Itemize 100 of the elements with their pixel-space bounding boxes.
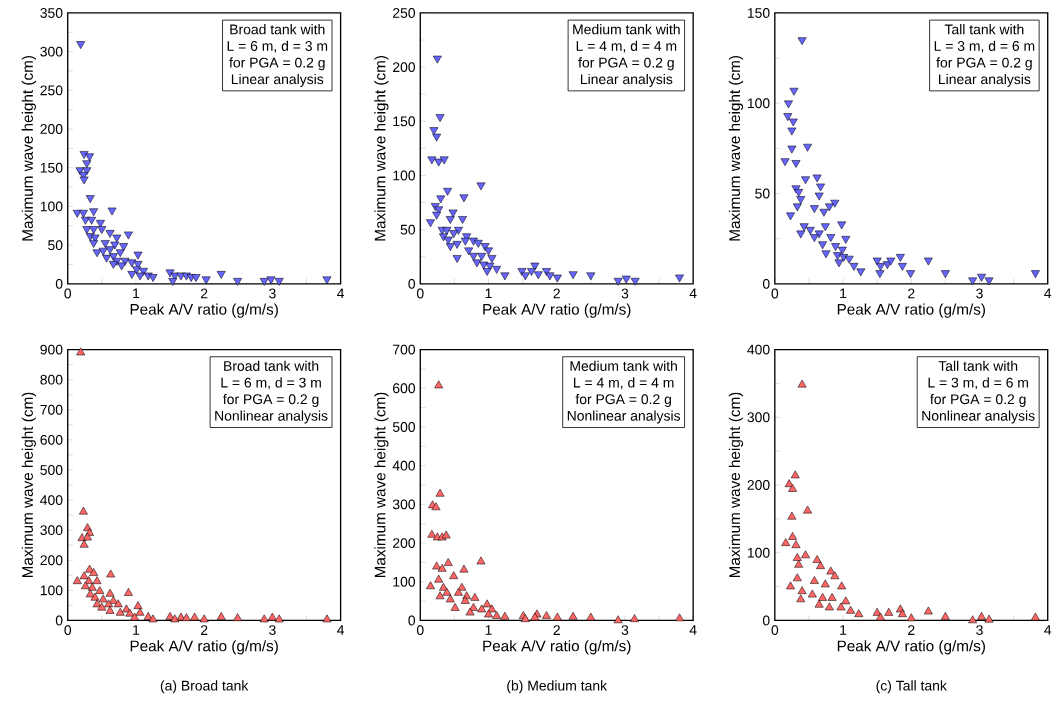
point <box>125 608 135 617</box>
point <box>459 564 469 573</box>
text: (a) Broad tank <box>160 680 249 694</box>
point <box>568 611 578 620</box>
point <box>784 100 793 109</box>
point <box>124 587 133 596</box>
point <box>426 219 435 228</box>
text: (b) Medium tank <box>507 680 608 694</box>
annotation: for PGA = 0.2 g <box>936 57 1032 71</box>
point <box>819 208 829 217</box>
point <box>520 272 530 281</box>
point <box>97 602 107 611</box>
point <box>1031 270 1040 278</box>
y-tick-label: 700 <box>393 344 416 355</box>
point <box>90 592 100 601</box>
point <box>527 268 536 276</box>
x-tick-label: 1 <box>485 625 492 635</box>
point <box>797 586 807 594</box>
point <box>431 502 441 511</box>
point <box>906 613 916 622</box>
point <box>872 257 882 266</box>
point <box>435 591 445 600</box>
point <box>448 209 458 218</box>
y-axis-title: Maximum wave height (cm) <box>728 392 744 578</box>
x-tick-label: 0 <box>416 625 424 635</box>
annotation: Broad tank with <box>230 24 325 35</box>
x-tick-label: 2 <box>908 288 915 299</box>
point <box>621 275 631 284</box>
x-tick-label: 4 <box>337 625 345 635</box>
point <box>789 87 799 96</box>
point <box>844 255 854 264</box>
x-axis-title: Peak A/V ratio (g/m/s) <box>130 640 278 655</box>
point <box>784 479 794 487</box>
y-tick-label: 500 <box>392 421 416 432</box>
x-tick-label: 0 <box>416 288 424 299</box>
point <box>568 271 578 280</box>
y-tick-label: 300 <box>40 46 63 57</box>
annotation: for PGA = 0.2 g <box>223 393 319 407</box>
point <box>530 262 540 271</box>
point <box>837 246 847 255</box>
point <box>482 599 492 608</box>
point <box>465 607 475 616</box>
point <box>484 609 493 618</box>
point <box>837 221 847 230</box>
y-tick-label: 50 <box>400 224 416 235</box>
point <box>182 613 191 621</box>
point <box>812 555 822 563</box>
point <box>439 156 449 165</box>
point <box>436 195 446 204</box>
point <box>781 538 791 546</box>
point <box>791 540 801 548</box>
x-tick-label: 1 <box>840 288 847 299</box>
point <box>492 265 502 274</box>
point <box>434 574 444 583</box>
point <box>984 277 994 286</box>
x-tick-label: 3 <box>976 288 983 299</box>
annotation: Tall tank with <box>938 360 1018 371</box>
y-axis-title: Maximum wave height (cm) <box>728 55 744 241</box>
x-tick-label: 2 <box>200 625 208 635</box>
point <box>190 612 200 621</box>
point <box>818 241 827 250</box>
annotation: Nonlinear analysis <box>922 410 1035 424</box>
point <box>233 613 242 621</box>
point <box>797 37 807 46</box>
point <box>856 268 866 277</box>
point <box>267 612 277 621</box>
point <box>841 235 851 244</box>
point <box>836 602 846 611</box>
point <box>801 176 810 185</box>
point <box>788 118 798 127</box>
annotation: Broad tank with <box>224 360 319 371</box>
y-tick-label: 200 <box>747 480 770 490</box>
point <box>216 612 226 620</box>
x-tick-label: 4 <box>689 288 697 299</box>
y-axis-title: Maximum wave height (cm) <box>374 55 389 241</box>
y-tick-label: 200 <box>393 538 416 548</box>
y-tick-label: 0 <box>408 615 416 626</box>
point <box>807 589 817 598</box>
point <box>452 241 462 249</box>
point <box>801 550 810 559</box>
point <box>796 594 806 603</box>
x-tick-label: 3 <box>621 625 629 635</box>
point <box>809 576 819 584</box>
point <box>787 127 797 136</box>
point <box>476 556 486 565</box>
y-axis-title: Maximum wave height (cm) <box>21 55 36 241</box>
y-tick-label: 250 <box>40 85 63 96</box>
point <box>449 571 459 579</box>
point <box>820 223 830 232</box>
point <box>437 563 447 572</box>
y-tick-label: 300 <box>40 525 63 536</box>
x-tick-label: 0 <box>64 288 72 299</box>
point <box>500 611 510 620</box>
y-tick-label: 0 <box>408 278 416 289</box>
point <box>472 259 482 268</box>
point <box>432 133 442 142</box>
x-tick-label: 3 <box>269 288 276 299</box>
y-tick-label: 50 <box>755 188 770 199</box>
x-tick-label: 3 <box>976 625 983 635</box>
point <box>876 263 885 271</box>
